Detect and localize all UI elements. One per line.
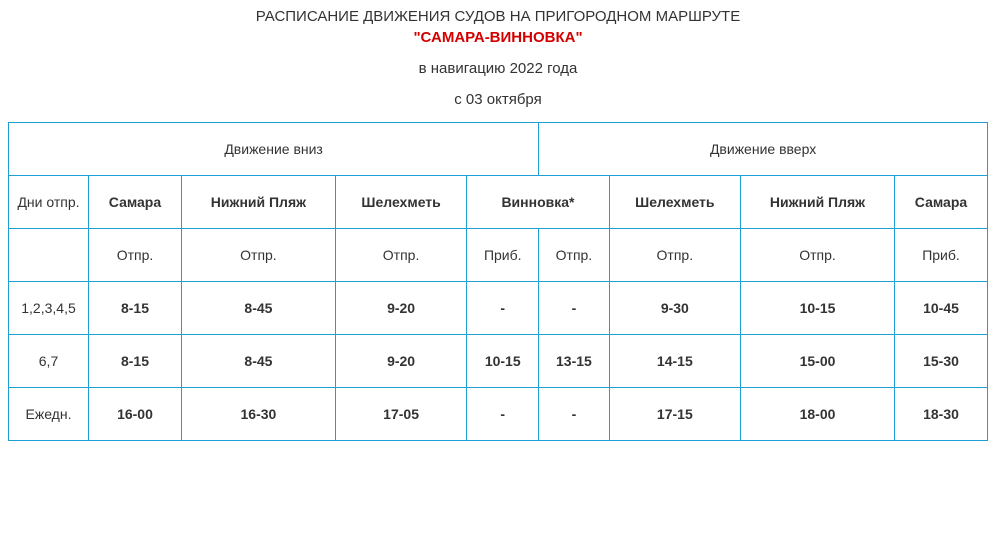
subtitle-navigation: в навигацию 2022 года — [8, 60, 988, 77]
cell-shelekhmet-dep-down: 9-20 — [335, 335, 466, 388]
cell-vinnovka-dep: - — [539, 282, 609, 335]
cell-days: 1,2,3,4,5 — [9, 282, 89, 335]
cell-samara-arr: 10-45 — [894, 282, 987, 335]
sub-nizhniy-dep-up: Отпр. — [741, 229, 895, 282]
col-vinnovka: Винновка* — [467, 176, 609, 229]
cell-vinnovka-dep: 13-15 — [539, 335, 609, 388]
cell-nizhniy-dep-down: 8-45 — [181, 335, 335, 388]
col-nizhniy-down: Нижний Пляж — [181, 176, 335, 229]
cell-nizhniy-dep-down: 8-45 — [181, 282, 335, 335]
cell-shelekhmet-dep-up: 14-15 — [609, 335, 740, 388]
schedule-table: Движение вниз Движение вверх Дни отпр. С… — [8, 122, 988, 441]
section-row: Движение вниз Движение вверх — [9, 123, 988, 176]
sub-samara-arr: Приб. — [894, 229, 987, 282]
sub-vinnovka-arr: Приб. — [467, 229, 539, 282]
document-header: РАСПИСАНИЕ ДВИЖЕНИЯ СУДОВ НА ПРИГОРОДНОМ… — [8, 8, 988, 108]
title-route: "САМАРА-ВИННОВКА" — [8, 29, 988, 46]
table-row: Ежедн. 16-00 16-30 17-05 - - 17-15 18-00… — [9, 388, 988, 441]
sub-vinnovka-dep: Отпр. — [539, 229, 609, 282]
sub-samara-dep: Отпр. — [89, 229, 182, 282]
col-days: Дни отпр. — [9, 176, 89, 229]
sub-shelekhmet-dep-down: Отпр. — [335, 229, 466, 282]
columns-row: Дни отпр. Самара Нижний Пляж Шелехметь В… — [9, 176, 988, 229]
cell-days: Ежедн. — [9, 388, 89, 441]
cell-samara-arr: 18-30 — [894, 388, 987, 441]
cell-vinnovka-dep: - — [539, 388, 609, 441]
col-shelekhmet-down: Шелехметь — [335, 176, 466, 229]
sub-nizhniy-dep-down: Отпр. — [181, 229, 335, 282]
section-down: Движение вниз — [9, 123, 539, 176]
cell-nizhniy-dep-up: 18-00 — [741, 388, 895, 441]
cell-shelekhmet-dep-up: 9-30 — [609, 282, 740, 335]
section-up: Движение вверх — [539, 123, 988, 176]
cell-vinnovka-arr: - — [467, 388, 539, 441]
cell-samara-dep: 16-00 — [89, 388, 182, 441]
cell-days: 6,7 — [9, 335, 89, 388]
sub-shelekhmet-dep-up: Отпр. — [609, 229, 740, 282]
cell-vinnovka-arr: 10-15 — [467, 335, 539, 388]
sub-blank — [9, 229, 89, 282]
subheader-row: Отпр. Отпр. Отпр. Приб. Отпр. Отпр. Отпр… — [9, 229, 988, 282]
cell-nizhniy-dep-down: 16-30 — [181, 388, 335, 441]
cell-nizhniy-dep-up: 10-15 — [741, 282, 895, 335]
table-row: 1,2,3,4,5 8-15 8-45 9-20 - - 9-30 10-15 … — [9, 282, 988, 335]
col-shelekhmet-up: Шелехметь — [609, 176, 740, 229]
col-samara-up: Самара — [894, 176, 987, 229]
cell-samara-arr: 15-30 — [894, 335, 987, 388]
cell-shelekhmet-dep-up: 17-15 — [609, 388, 740, 441]
col-nizhniy-up: Нижний Пляж — [741, 176, 895, 229]
cell-nizhniy-dep-up: 15-00 — [741, 335, 895, 388]
title-main: РАСПИСАНИЕ ДВИЖЕНИЯ СУДОВ НА ПРИГОРОДНОМ… — [8, 8, 988, 25]
col-samara-down: Самара — [89, 176, 182, 229]
table-row: 6,7 8-15 8-45 9-20 10-15 13-15 14-15 15-… — [9, 335, 988, 388]
cell-shelekhmet-dep-down: 17-05 — [335, 388, 466, 441]
cell-shelekhmet-dep-down: 9-20 — [335, 282, 466, 335]
cell-samara-dep: 8-15 — [89, 282, 182, 335]
cell-samara-dep: 8-15 — [89, 335, 182, 388]
cell-vinnovka-arr: - — [467, 282, 539, 335]
subtitle-date: с 03 октября — [8, 91, 988, 108]
